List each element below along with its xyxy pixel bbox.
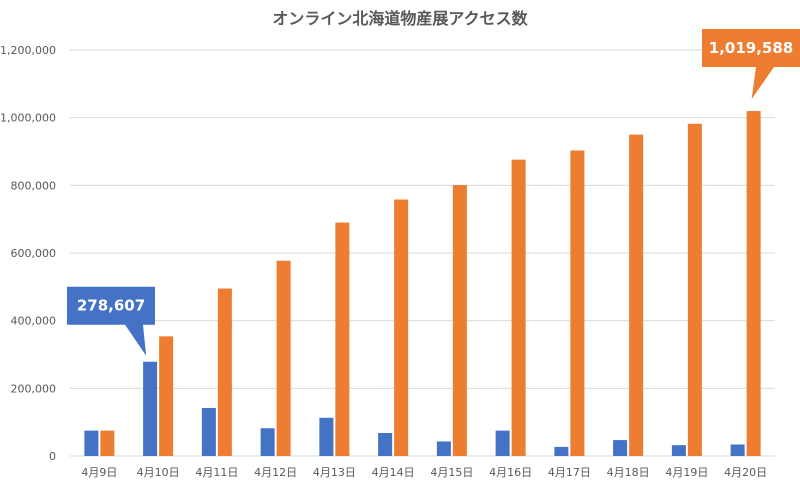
x-tick-label: 4月10日 — [137, 466, 180, 479]
x-tick-label: 4月20日 — [724, 466, 767, 479]
bar-cumulative — [394, 199, 409, 456]
callouts: 278,607 1,019,588 — [67, 29, 800, 356]
callout-box — [702, 29, 800, 100]
x-tick-label: 4月15日 — [430, 466, 473, 479]
x-tick-label: 4月11日 — [195, 466, 238, 479]
x-tick-label: 4月14日 — [372, 466, 415, 479]
callout-daily: 278,607 — [67, 286, 155, 356]
bar-daily — [143, 361, 158, 456]
x-tick-label: 4月17日 — [548, 466, 591, 479]
bar-daily — [730, 444, 745, 456]
callout-label: 278,607 — [77, 297, 145, 315]
y-tick-label: 1,200,000 — [0, 44, 56, 57]
gridlines — [70, 49, 775, 457]
bar-daily — [554, 446, 569, 456]
bar-cumulative — [159, 336, 174, 456]
x-tick-label: 4月13日 — [313, 466, 356, 479]
bar-daily — [84, 430, 99, 456]
y-tick-label: 800,000 — [11, 179, 57, 192]
callout-label: 1,019,588 — [709, 39, 793, 57]
bar-cumulative — [276, 260, 291, 456]
y-tick-label: 0 — [49, 450, 56, 463]
y-tick-label: 400,000 — [11, 315, 57, 328]
bar-daily — [495, 430, 510, 456]
y-tick-label: 600,000 — [11, 247, 57, 260]
bar-daily — [201, 407, 216, 456]
x-tick-label: 4月12日 — [254, 466, 297, 479]
bar-cumulative — [100, 430, 115, 456]
y-tick-label: 200,000 — [11, 382, 57, 395]
bar-daily — [671, 445, 686, 456]
chart-title: オンライン北海道物産展アクセス数 — [272, 9, 528, 28]
bar-daily — [260, 428, 275, 456]
callout-cumulative: 1,019,588 — [702, 29, 800, 100]
bar-daily — [378, 432, 393, 456]
callout-box — [67, 286, 155, 356]
y-axis-ticks: 0 200,000 400,000 600,000 800,000 1,000,000 1,… — [0, 44, 56, 463]
bar-cumulative — [217, 288, 232, 456]
y-tick-label: 1,000,000 — [0, 112, 56, 125]
bar-cumulative — [687, 123, 702, 457]
bar-daily — [436, 441, 451, 456]
x-axis-ticks: 4月9日 4月10日 4月11日 4月12日 4月13日 4月14日 4月15日 4月16日 4… — [81, 466, 767, 479]
bars — [84, 111, 761, 457]
bar-cumulative — [511, 159, 526, 456]
bar-cumulative — [335, 222, 350, 456]
bar-cumulative — [570, 150, 585, 457]
x-tick-label: 4月18日 — [607, 466, 650, 479]
x-tick-label: 4月9日 — [81, 466, 117, 479]
bar-cumulative — [452, 184, 467, 456]
bar-cumulative — [629, 134, 644, 457]
x-tick-label: 4月19日 — [665, 466, 708, 479]
bar-daily — [319, 417, 334, 456]
bar-daily — [613, 440, 628, 456]
x-tick-label: 4月16日 — [489, 466, 532, 479]
bar-cumulative — [746, 111, 761, 456]
